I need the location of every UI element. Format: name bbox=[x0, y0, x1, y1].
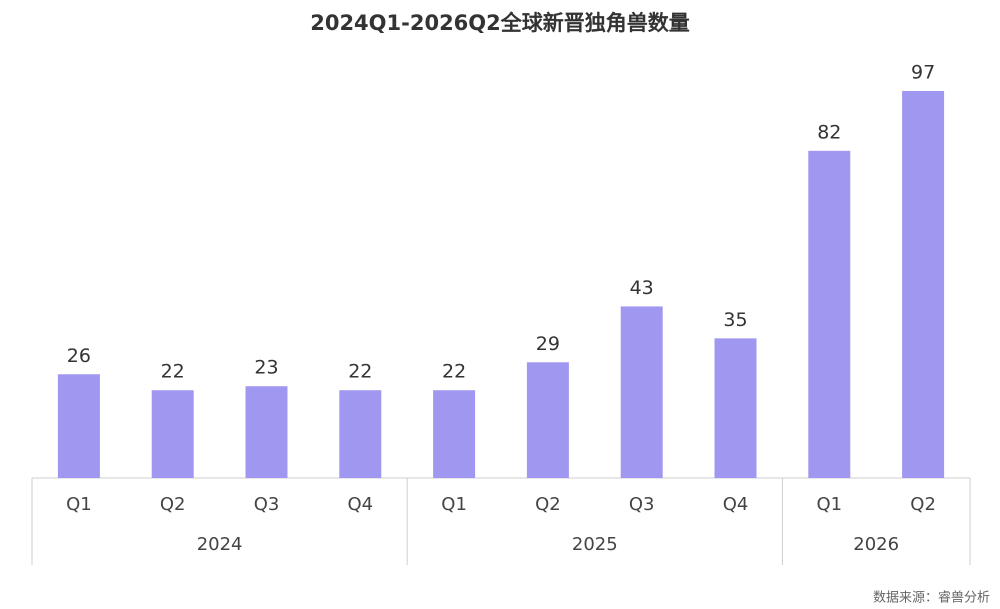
bar bbox=[245, 386, 288, 478]
x-tick-label: Q1 bbox=[441, 494, 467, 515]
bar bbox=[714, 338, 757, 478]
x-tick-label: Q1 bbox=[66, 494, 92, 515]
value-label: 23 bbox=[254, 357, 278, 379]
x-tick-label: Q1 bbox=[816, 494, 842, 515]
source-note: 数据来源：睿兽分析 bbox=[873, 591, 990, 606]
x-tick-label: Q2 bbox=[535, 494, 561, 515]
bar bbox=[151, 390, 194, 478]
value-label: 29 bbox=[536, 333, 560, 355]
x-tick-label: Q4 bbox=[723, 494, 749, 515]
value-label: 26 bbox=[67, 345, 91, 367]
bar bbox=[526, 362, 569, 478]
bar bbox=[339, 390, 382, 478]
group-label: 2026 bbox=[853, 534, 899, 555]
bar bbox=[433, 390, 476, 478]
x-tick-label: Q3 bbox=[254, 494, 280, 515]
x-tick-label: Q4 bbox=[347, 494, 373, 515]
value-label: 22 bbox=[348, 361, 372, 383]
value-label: 22 bbox=[442, 361, 466, 383]
value-label: 97 bbox=[911, 61, 935, 83]
value-label: 35 bbox=[723, 309, 747, 331]
bar bbox=[620, 306, 663, 478]
x-tick-label: Q3 bbox=[629, 494, 655, 515]
group-label: 2024 bbox=[197, 534, 243, 555]
value-label: 82 bbox=[817, 121, 841, 143]
x-tick-label: Q2 bbox=[160, 494, 186, 515]
bar bbox=[57, 374, 100, 478]
bar bbox=[808, 150, 851, 478]
value-label: 43 bbox=[630, 277, 654, 299]
group-label: 2025 bbox=[572, 534, 618, 555]
bar bbox=[902, 90, 945, 478]
x-tick-label: Q2 bbox=[910, 494, 936, 515]
value-label: 22 bbox=[161, 361, 185, 383]
chart-title: 2024Q1-2026Q2全球新晋独角兽数量 bbox=[310, 11, 690, 35]
